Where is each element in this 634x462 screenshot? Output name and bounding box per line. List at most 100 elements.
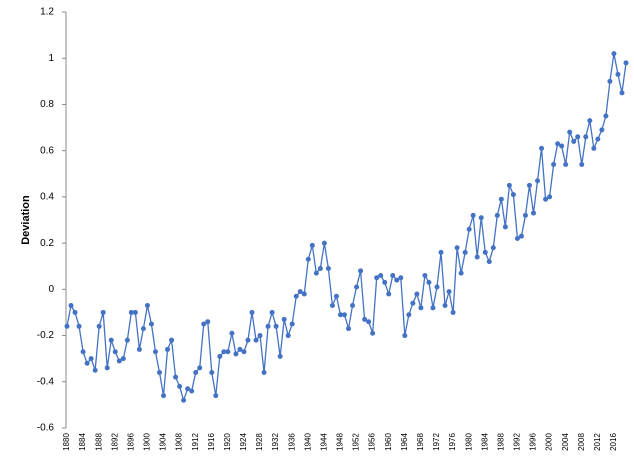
data-point	[289, 321, 295, 327]
data-point	[136, 346, 142, 352]
y-tick-label: 1	[48, 53, 54, 64]
data-point	[261, 370, 267, 376]
data-point	[486, 259, 492, 265]
data-point	[100, 309, 106, 315]
data-point	[181, 397, 187, 403]
x-tick-label: 1932	[271, 433, 280, 451]
data-point	[265, 323, 271, 329]
data-point	[422, 272, 428, 278]
x-tick-label: 2004	[561, 433, 570, 451]
data-point	[128, 309, 134, 315]
data-point	[305, 256, 311, 262]
data-point	[169, 337, 175, 343]
data-point	[494, 212, 500, 218]
data-point	[591, 145, 597, 151]
data-point	[579, 162, 585, 168]
data-point	[161, 393, 167, 399]
data-point	[84, 360, 90, 366]
data-point	[116, 358, 122, 364]
data-point	[221, 349, 227, 355]
data-point	[313, 270, 319, 276]
data-point	[285, 333, 291, 339]
data-point	[229, 330, 235, 336]
data-point	[474, 254, 480, 260]
data-point	[518, 233, 524, 239]
data-point	[209, 370, 215, 376]
data-point	[293, 293, 299, 299]
data-point	[414, 291, 420, 297]
x-tick-label: 1956	[368, 433, 377, 451]
data-point	[502, 224, 508, 230]
data-point	[277, 353, 283, 359]
data-point	[382, 279, 388, 285]
x-tick-label: 1900	[143, 433, 152, 451]
data-point	[156, 370, 162, 376]
x-tick-label: 1984	[480, 433, 489, 451]
data-point	[132, 309, 138, 315]
x-tick-label: 1880	[62, 433, 71, 451]
x-tick-label: 1896	[126, 433, 135, 451]
x-tick-label: 1976	[448, 433, 457, 451]
x-tick-label: 1944	[319, 433, 328, 451]
y-tick-label: 0.6	[40, 145, 54, 156]
x-tick-label: 2012	[593, 433, 602, 451]
data-point	[64, 323, 70, 329]
data-point	[446, 289, 452, 295]
data-point	[354, 284, 360, 290]
data-point	[559, 143, 565, 149]
x-tick-label: 1908	[175, 433, 184, 451]
data-point	[80, 349, 86, 355]
data-point	[152, 349, 158, 355]
data-point	[587, 118, 593, 124]
data-point	[531, 210, 537, 216]
data-point	[88, 356, 94, 362]
data-point	[185, 386, 191, 392]
data-point	[329, 303, 335, 309]
data-point	[317, 266, 323, 272]
x-tick-label: 1924	[239, 433, 248, 451]
data-point	[273, 323, 279, 329]
x-tick-label: 1884	[78, 433, 87, 451]
data-point	[245, 337, 251, 343]
data-point	[257, 333, 263, 339]
x-tick-label: 1936	[287, 433, 296, 451]
data-point	[217, 353, 223, 359]
x-tick-label: 2000	[545, 433, 554, 451]
data-point	[213, 393, 219, 399]
x-tick-label: 1948	[336, 433, 345, 451]
data-point	[402, 333, 408, 339]
data-point	[551, 162, 557, 168]
data-point	[104, 365, 110, 371]
data-point	[370, 330, 376, 336]
data-point	[623, 60, 629, 66]
data-point	[241, 349, 247, 355]
x-tick-label: 1928	[255, 433, 264, 451]
y-axis-label: Deviation	[20, 195, 32, 245]
data-point	[281, 316, 287, 322]
data-point	[346, 326, 352, 332]
data-point	[140, 326, 146, 332]
data-point	[555, 141, 561, 147]
data-point	[567, 129, 573, 135]
data-point	[426, 279, 432, 285]
data-point	[394, 277, 400, 283]
data-point	[450, 309, 456, 315]
data-point	[72, 309, 78, 315]
data-point	[76, 323, 82, 329]
data-point	[442, 303, 448, 309]
data-point	[225, 349, 231, 355]
data-point	[543, 196, 549, 202]
data-point	[599, 127, 605, 133]
data-point	[309, 242, 315, 248]
data-point	[321, 240, 327, 246]
x-tick-label: 1912	[191, 433, 200, 451]
data-point	[611, 51, 617, 57]
data-point	[615, 71, 621, 77]
data-point	[249, 309, 255, 315]
data-point	[173, 374, 179, 380]
data-point	[148, 321, 154, 327]
x-tick-label: 1920	[223, 433, 232, 451]
data-point	[478, 215, 484, 221]
